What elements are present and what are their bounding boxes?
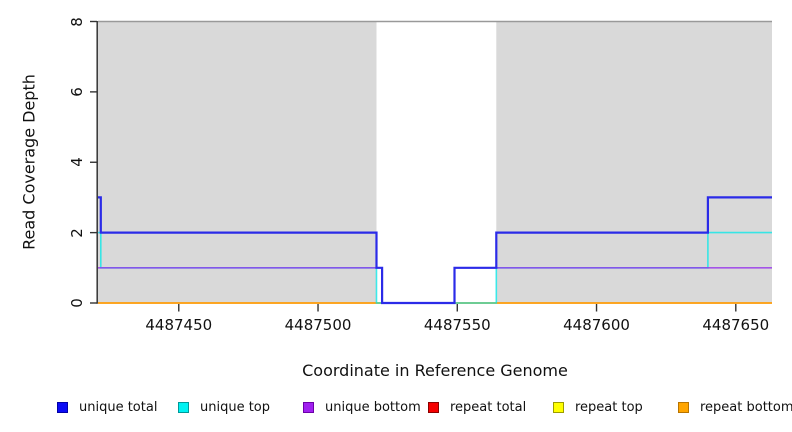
y-tick-label: 0 [68, 298, 86, 308]
legend-swatch-unique-bottom [303, 401, 314, 413]
legend-label: unique bottom [325, 399, 421, 415]
y-tick-label: 2 [68, 227, 86, 238]
shaded-region [496, 21, 772, 303]
legend-swatch-repeat-total [428, 401, 439, 413]
legend-swatch-unique-top [178, 401, 189, 413]
legend-swatch-repeat-top [553, 401, 564, 413]
series-line-unique-total [98, 196, 772, 305]
x-tick-label: 4487500 [284, 316, 352, 334]
legend-swatch-repeat-bottom [678, 401, 689, 413]
shaded-region [98, 21, 377, 303]
y-axis-title: Read Coverage Depth [19, 74, 39, 250]
y-tick-label: 4 [68, 157, 86, 168]
legend-label: unique top [200, 399, 271, 415]
x-tick-label: 4487650 [702, 316, 770, 334]
x-tick-label: 4487450 [145, 316, 213, 334]
legend-label: unique total [79, 399, 158, 415]
y-tick-label: 8 [68, 16, 86, 27]
legend-item: unique top [178, 399, 270, 415]
x-axis-title: Coordinate in Reference Genome [302, 361, 568, 380]
legend-item: repeat total [428, 399, 526, 415]
legend-item: repeat top [553, 399, 643, 415]
legend-label: repeat top [575, 399, 643, 415]
y-tick-label: 6 [68, 87, 86, 97]
legend-item: unique total [57, 399, 157, 415]
x-tick-label: 4487600 [563, 316, 630, 334]
legend-label: repeat bottom [700, 399, 792, 415]
legend-item: unique bottom [303, 399, 421, 415]
x-tick-label: 4487550 [423, 316, 491, 334]
legend-swatch-unique-total [57, 401, 68, 413]
legend-item: repeat bottom [678, 399, 792, 415]
legend-label: repeat total [450, 399, 527, 415]
